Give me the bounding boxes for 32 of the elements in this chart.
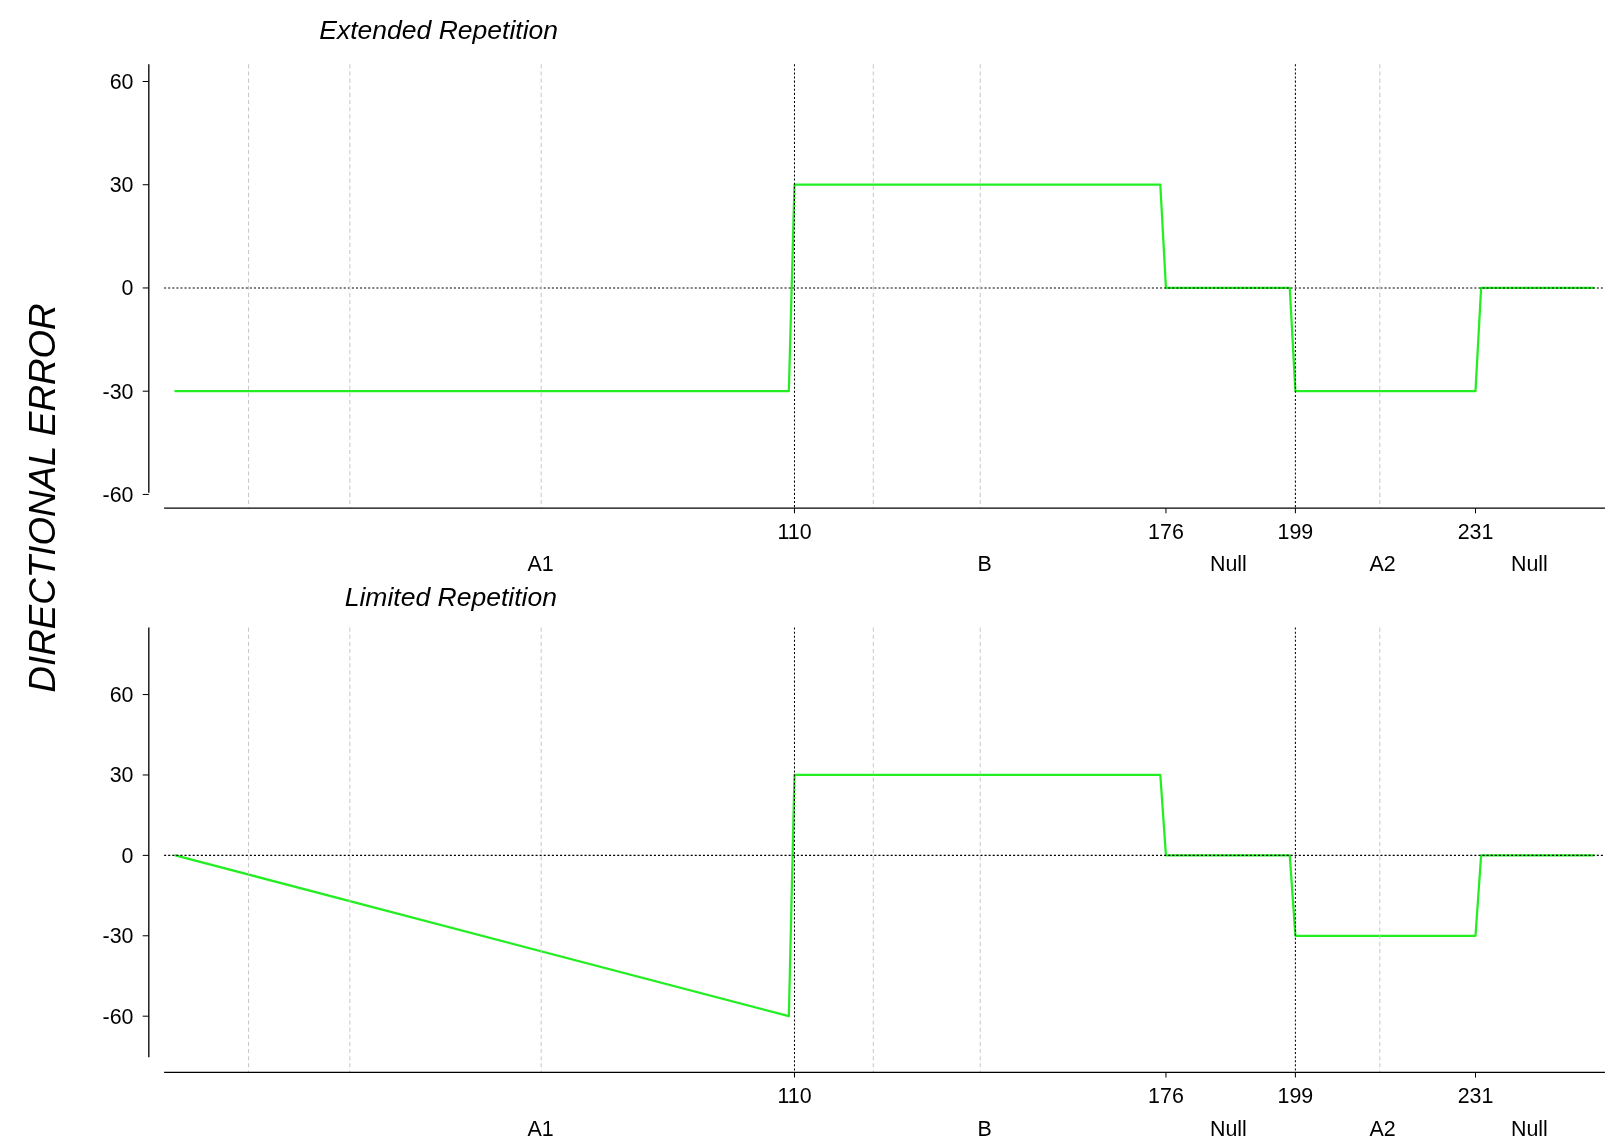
text: B bbox=[977, 552, 992, 577]
y-axis-title: DIRECTIONAL ERROR bbox=[21, 303, 63, 693]
y-tick-label: 0 bbox=[121, 843, 134, 868]
x-tick-label: 176 bbox=[1148, 519, 1184, 544]
x-tick-label: 199 bbox=[1277, 1084, 1314, 1109]
y-tick-label: 30 bbox=[109, 173, 134, 198]
y-tick-label: 60 bbox=[109, 70, 134, 94]
text: A2 bbox=[1369, 1116, 1396, 1141]
text: Null bbox=[1209, 552, 1247, 577]
text: A2 bbox=[1369, 552, 1396, 577]
text: Null bbox=[1209, 1116, 1247, 1141]
text: Null bbox=[1510, 552, 1548, 577]
y-tick-label: -30 bbox=[102, 379, 134, 404]
text: Null bbox=[1510, 1116, 1548, 1141]
y-tick-label: -60 bbox=[102, 482, 134, 507]
y-tick-label: 0 bbox=[121, 276, 134, 301]
chart-title: Limited Repetition bbox=[344, 582, 557, 613]
chart-title: Extended Repetition bbox=[319, 14, 559, 45]
y-tick-label: -60 bbox=[102, 1004, 134, 1029]
x-tick-label: 231 bbox=[1457, 519, 1494, 544]
text: A1 bbox=[527, 552, 554, 577]
text: B bbox=[977, 1116, 992, 1141]
x-tick-label: 110 bbox=[777, 1084, 812, 1109]
x-tick-label: 110 bbox=[777, 519, 812, 544]
y-tick-label: -30 bbox=[102, 924, 134, 949]
text: A1 bbox=[527, 1116, 554, 1141]
x-tick-label: 231 bbox=[1457, 1084, 1494, 1109]
x-tick-label: 176 bbox=[1148, 1084, 1184, 1109]
y-tick-label: 30 bbox=[109, 763, 134, 788]
x-tick-label: 199 bbox=[1277, 519, 1314, 544]
line-series bbox=[174, 773, 1595, 1018]
y-tick-label: 60 bbox=[109, 683, 134, 708]
